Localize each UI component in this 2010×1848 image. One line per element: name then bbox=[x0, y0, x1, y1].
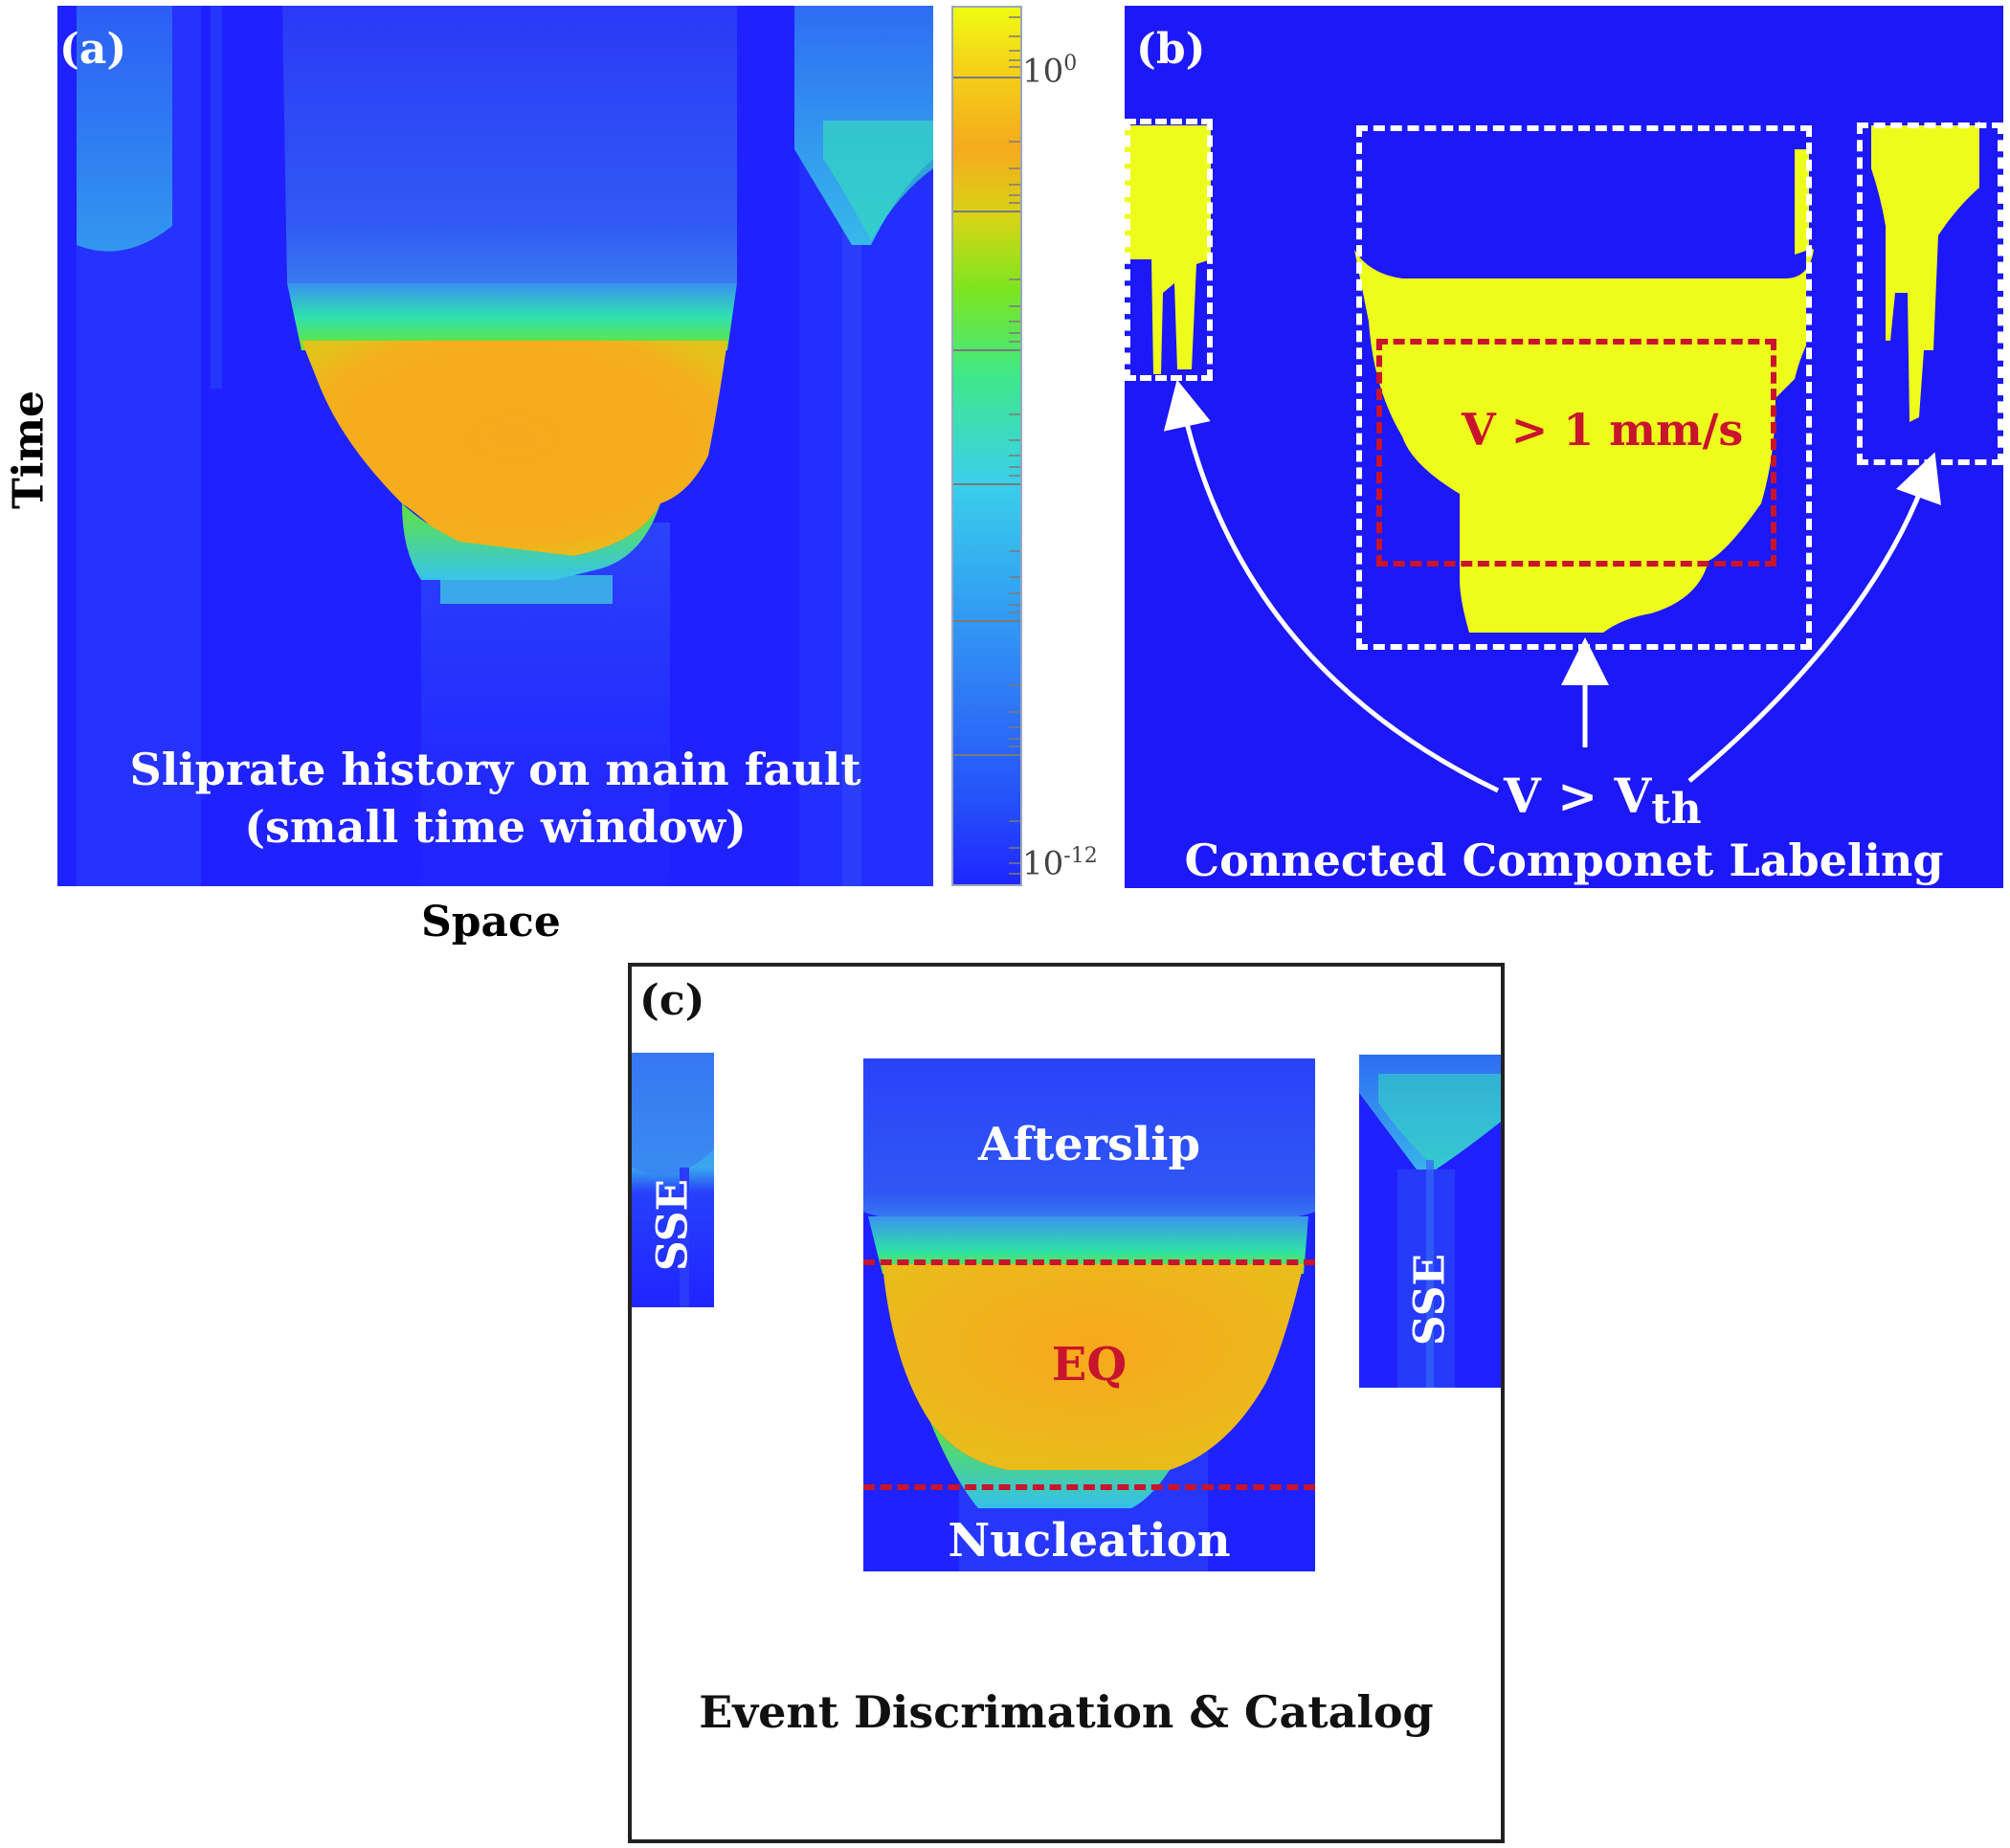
right-component bbox=[1871, 121, 1979, 422]
panel-c-caption: Event Discrimation & Catalog bbox=[699, 1686, 1434, 1738]
panel-c-label: (c) bbox=[639, 976, 705, 1025]
panel-a-label: (a) bbox=[59, 25, 127, 74]
colorbar-tick-major bbox=[953, 77, 1020, 78]
eq-upper-dash bbox=[863, 1259, 1315, 1265]
x-axis-label: Space bbox=[421, 898, 561, 946]
colorbar-minor-ticks bbox=[1009, 16, 1020, 875]
arrow-to-left bbox=[1163, 379, 1500, 793]
vth-sub: th bbox=[1651, 785, 1702, 834]
colorbar-bottom-exp: -12 bbox=[1063, 844, 1098, 868]
sse-left-label: SSE bbox=[648, 1178, 698, 1272]
colorbar-tick-major bbox=[953, 349, 1020, 351]
center-bounding-box bbox=[1356, 125, 1812, 650]
sse-left-heatmap bbox=[632, 1053, 714, 1307]
panel-a-caption-line2: (small time window) bbox=[244, 801, 747, 853]
colorbar-tick-major bbox=[953, 754, 1020, 756]
colorbar-top-exp: 0 bbox=[1063, 52, 1078, 76]
eq-label: EQ bbox=[1051, 1338, 1128, 1392]
vth-label: V > Vth bbox=[1504, 768, 1702, 834]
panel-a-caption-line1: Sliprate history on main fault bbox=[129, 744, 861, 795]
left-component bbox=[1125, 125, 1211, 374]
colorbar-tick-major bbox=[953, 483, 1020, 485]
arrow-to-right bbox=[1687, 452, 1941, 783]
left-bounding-box bbox=[1125, 119, 1213, 381]
sse-right-label: SSE bbox=[1405, 1253, 1455, 1347]
eq-threshold-box bbox=[1376, 339, 1776, 567]
colorbar-top-label: 100 bbox=[1022, 52, 1077, 90]
colorbar-tick-major bbox=[953, 620, 1020, 622]
panel-a-sliprate-plot: (a) Sliprate history on main fault (smal… bbox=[57, 6, 933, 886]
nucleation-label: Nucleation bbox=[948, 1514, 1231, 1568]
colorbar-tick-major bbox=[953, 211, 1020, 212]
eq-tile: Afterslip EQ Nucleation bbox=[863, 1058, 1315, 1571]
colorbar-top-base: 10 bbox=[1022, 52, 1064, 91]
panel-b-caption: Connected Componet Labeling bbox=[1184, 835, 1944, 886]
afterslip-label: Afterslip bbox=[977, 1118, 1201, 1171]
sse-right-tile: SSE bbox=[1359, 1055, 1501, 1388]
y-axis-label: Time bbox=[4, 390, 54, 510]
sse-left-tile: SSE bbox=[632, 1053, 714, 1307]
right-bounding-box bbox=[1857, 122, 2003, 465]
vth-main: V > V bbox=[1504, 768, 1652, 824]
panel-c-frame bbox=[628, 963, 1505, 1843]
panel-a-caption: Sliprate history on main fault (small ti… bbox=[57, 741, 933, 856]
colorbar-bottom-base: 10 bbox=[1022, 844, 1064, 883]
sliprate-heatmap bbox=[77, 6, 933, 886]
eq-lower-dash bbox=[863, 1484, 1315, 1490]
panel-b-label: (b) bbox=[1136, 25, 1206, 74]
colorbar bbox=[951, 6, 1022, 886]
threshold-label: V > 1 mm/s bbox=[1462, 404, 1744, 456]
colorbar-bottom-label: 10-12 bbox=[1022, 844, 1098, 882]
sse-right-heatmap bbox=[1359, 1055, 1501, 1388]
panel-b-component-labeling: (b) V > 1 mm/s V > Vth Connected Compone… bbox=[1125, 6, 2003, 888]
